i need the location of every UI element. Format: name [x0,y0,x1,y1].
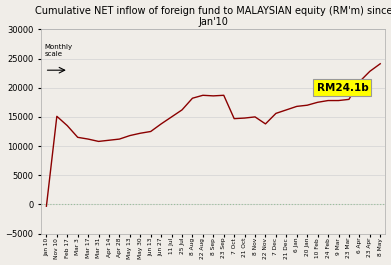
Text: RM24.1b: RM24.1b [317,83,368,93]
Title: Cumulative NET inflow of foreign fund to MALAYSIAN equity (RM'm) since
Jan'10: Cumulative NET inflow of foreign fund to… [34,6,391,27]
Text: Monthly
scale: Monthly scale [45,44,73,57]
